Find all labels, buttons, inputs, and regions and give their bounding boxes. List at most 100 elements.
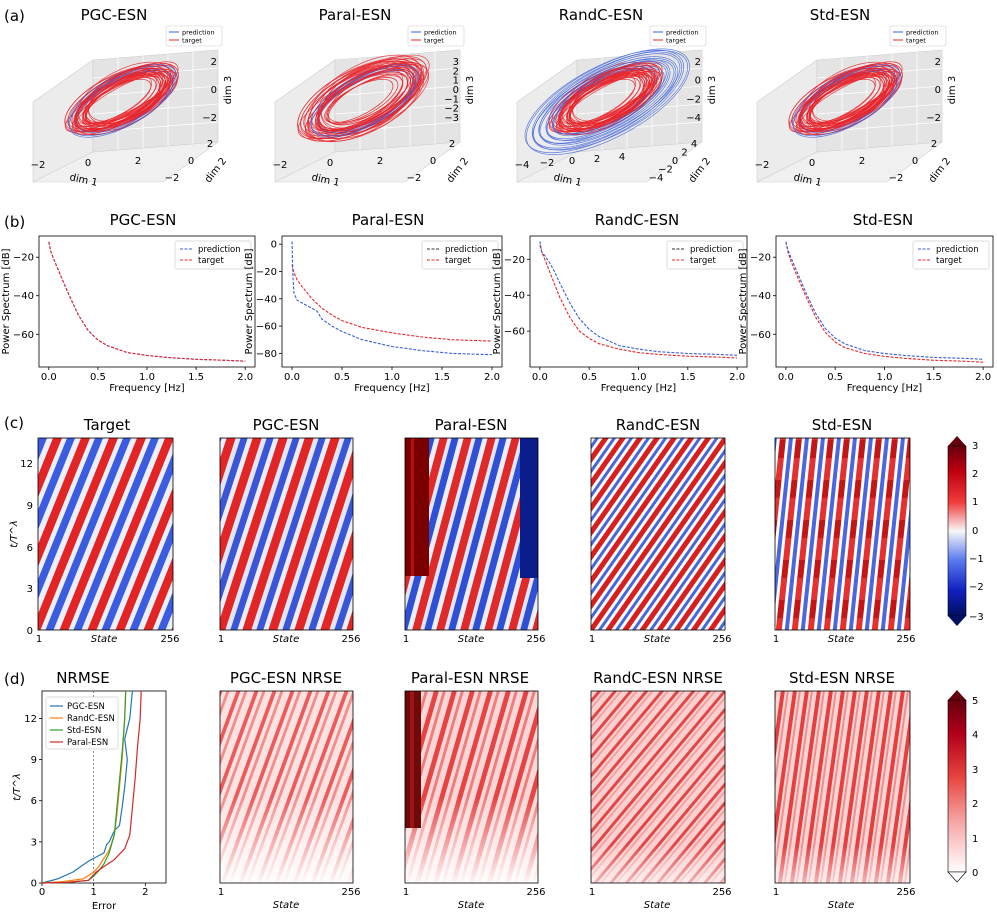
svg-text:prediction: prediction bbox=[690, 245, 733, 255]
nrmse-series-randc-esn bbox=[41, 690, 127, 884]
svg-text:State: State bbox=[644, 900, 670, 911]
nrmse-legend: PGC-ESN RandC-ESN Std-ESN Paral-ESN bbox=[45, 696, 119, 750]
svg-text:3: 3 bbox=[972, 765, 978, 776]
spectrum-x-tick: 0.0 bbox=[778, 372, 794, 383]
svg-text:prediction: prediction bbox=[666, 29, 699, 37]
spectrum-series-prediction bbox=[539, 241, 738, 356]
heatmap-std bbox=[775, 438, 910, 630]
svg-text:1: 1 bbox=[36, 634, 42, 645]
x-tick: 0 bbox=[809, 158, 815, 169]
spectrum-y-tick: −60 bbox=[504, 327, 525, 338]
spectrum-x-tick: 0.5 bbox=[90, 372, 106, 383]
spectrum-y-tick: 0 bbox=[271, 240, 277, 251]
x-tick: −4 bbox=[515, 160, 530, 171]
y-axis-label: dim 2 bbox=[445, 156, 471, 185]
spectrum-chart-pgc-esn: PGC-ESN 0.0 0.5 1.0 1.5 2.0 −20 −40 −60 Frequency… bbox=[1, 211, 256, 394]
svg-text:State: State bbox=[828, 900, 854, 911]
spectrum-xlabel: Frequency [Hz] bbox=[109, 383, 185, 394]
svg-text:256: 256 bbox=[341, 887, 360, 898]
y-tick: 2 bbox=[681, 148, 687, 159]
spectrum-x-tick: 2.0 bbox=[484, 372, 500, 383]
nrmse-xlabel: Error bbox=[92, 901, 117, 912]
svg-text:target: target bbox=[424, 37, 444, 45]
svg-text:2: 2 bbox=[972, 799, 978, 810]
svg-text:prediction: prediction bbox=[424, 29, 457, 37]
attractor-title: RandC-ESN bbox=[559, 6, 643, 24]
svg-text:target: target bbox=[936, 256, 963, 266]
y-tick: −2 bbox=[165, 173, 180, 184]
spectrum-title: RandC-ESN bbox=[595, 211, 679, 229]
attractor-title: PGC-ESN bbox=[81, 6, 148, 24]
error-title-pgc: PGC-ESN NRSE bbox=[230, 669, 342, 687]
y-tick: 2 bbox=[449, 139, 455, 150]
panel-label-d: (d) bbox=[4, 670, 25, 688]
nrmse-y-tick: 6 bbox=[31, 796, 37, 807]
spectrum-x-tick: 0.0 bbox=[41, 372, 57, 383]
svg-text:1: 1 bbox=[218, 634, 224, 645]
z-tick: 2 bbox=[695, 57, 701, 68]
z-tick: −2 bbox=[444, 104, 459, 115]
svg-text:12: 12 bbox=[20, 459, 33, 470]
svg-text:4: 4 bbox=[972, 730, 978, 741]
svg-text:target: target bbox=[666, 37, 686, 45]
x-tick: −2 bbox=[273, 160, 288, 171]
y-tick: −2 bbox=[658, 165, 673, 176]
nrmse-y-tick: 9 bbox=[31, 755, 37, 766]
spectrum-series-prediction bbox=[291, 241, 493, 356]
spectrum-y-tick: −60 bbox=[256, 322, 277, 333]
heatmap-xticks: 1 256 State 1 256 State 1 256 State 1 25… bbox=[36, 634, 916, 645]
row-c-heatmaps: Target PGC-ESN Paral-ESN RandC-ESN Std-E… bbox=[9, 416, 984, 645]
spectrum-x-tick: 0.5 bbox=[581, 372, 597, 383]
x-tick: 2 bbox=[859, 156, 865, 167]
svg-text:State: State bbox=[91, 634, 117, 645]
spectrum-ylabel: Power Spectrum [dB] bbox=[738, 248, 749, 354]
spectrum-series-target bbox=[48, 241, 246, 362]
spectrum-y-tick: −20 bbox=[504, 255, 525, 266]
spectrum-x-tick: 0.0 bbox=[532, 372, 548, 383]
y-tick: 0 bbox=[188, 156, 194, 167]
x-tick: 2 bbox=[377, 156, 383, 167]
svg-text:0: 0 bbox=[972, 526, 978, 537]
svg-text:target: target bbox=[182, 37, 202, 45]
spectrum-xlabel: Frequency [Hz] bbox=[354, 383, 430, 394]
colorbar-sequential: 5 4 3 2 1 0 bbox=[947, 690, 978, 883]
svg-text:1: 1 bbox=[403, 887, 409, 898]
svg-text:prediction: prediction bbox=[906, 29, 939, 37]
svg-text:target: target bbox=[198, 256, 225, 266]
spectrum-y-tick: −60 bbox=[750, 330, 771, 341]
spectrum-x-tick: 0.0 bbox=[284, 372, 300, 383]
x-tick: 0 bbox=[85, 158, 91, 169]
nrmse-y-tick: 0 bbox=[31, 879, 37, 890]
nrmse-series-pgc-esn bbox=[41, 690, 133, 884]
spectrum-x-tick: 1.5 bbox=[188, 372, 204, 383]
z-tick: −2 bbox=[926, 113, 941, 124]
y-axis-label: dim 2 bbox=[927, 156, 953, 185]
svg-text:prediction: prediction bbox=[936, 245, 979, 255]
svg-text:256: 256 bbox=[712, 887, 731, 898]
spectrum-chart-randc-esn: RandC-ESN 0.0 0.5 1.0 1.5 2.0 −20 −40 −60 Frequen… bbox=[492, 211, 748, 394]
nrmse-title: NRMSE bbox=[56, 669, 110, 687]
svg-text:2: 2 bbox=[972, 469, 978, 480]
svg-text:3: 3 bbox=[972, 441, 978, 452]
svg-text:−2: −2 bbox=[969, 582, 984, 593]
svg-text:0: 0 bbox=[27, 626, 33, 637]
y-axis-label: dim 2 bbox=[687, 156, 713, 185]
svg-text:1: 1 bbox=[589, 634, 595, 645]
svg-text:Std-ESN: Std-ESN bbox=[67, 726, 101, 736]
z-tick: 0 bbox=[211, 85, 217, 96]
spectrum-title: Std-ESN bbox=[853, 211, 914, 229]
svg-text:1: 1 bbox=[773, 887, 779, 898]
spectrum-y-tick: −40 bbox=[13, 291, 34, 302]
panel-label-a: (a) bbox=[4, 7, 25, 25]
x-tick: 0 bbox=[569, 156, 575, 167]
z-tick: 0 bbox=[453, 85, 459, 96]
svg-text:256: 256 bbox=[896, 887, 915, 898]
spectrum-x-tick: 1.5 bbox=[680, 372, 696, 383]
heatmap-yticks: 0 3 6 9 12 bbox=[20, 459, 33, 637]
x-tick: 2 bbox=[594, 154, 600, 165]
